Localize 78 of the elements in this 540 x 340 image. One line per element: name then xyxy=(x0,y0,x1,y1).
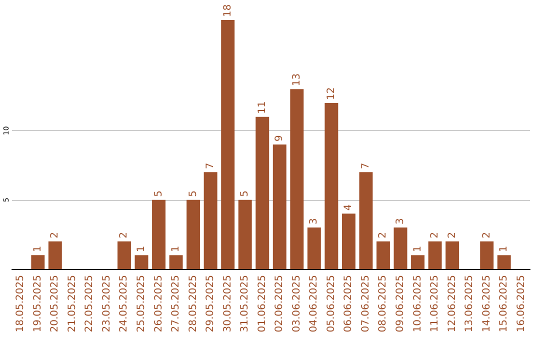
bar xyxy=(307,228,321,269)
data-label: 11 xyxy=(256,101,268,114)
data-label: 3 xyxy=(395,218,406,224)
bar xyxy=(411,255,424,269)
x-tick-label: 26.05.2025 xyxy=(153,275,164,332)
x-tick-label: 29.05.2025 xyxy=(205,275,216,332)
x-tick-label: 05.06.2025 xyxy=(326,275,337,332)
x-tick-label: 10.06.2025 xyxy=(412,275,424,332)
data-label: 2 xyxy=(446,232,458,238)
data-label: 7 xyxy=(360,162,372,170)
data-label: 1 xyxy=(412,246,424,252)
bar xyxy=(169,255,183,269)
x-tick-label: 27.05.2025 xyxy=(170,275,182,332)
bar xyxy=(342,214,356,269)
bar xyxy=(152,200,166,269)
bar xyxy=(480,241,494,269)
data-label: 18 xyxy=(222,4,234,17)
data-label: 9 xyxy=(274,135,286,142)
x-tick-label: 19.05.2025 xyxy=(32,275,44,332)
data-label: 5 xyxy=(240,190,251,197)
x-tick-label: 20.05.2025 xyxy=(50,275,61,332)
data-label: 1 xyxy=(136,246,147,252)
x-tick-label: 01.06.2025 xyxy=(256,275,268,332)
x-tick-label: 14.06.2025 xyxy=(481,275,492,332)
data-label: 5 xyxy=(153,190,164,197)
data-label: 5 xyxy=(188,190,199,197)
x-tick-label: 08.06.2025 xyxy=(378,275,389,332)
data-label: 2 xyxy=(481,232,492,238)
x-tick-label: 12.06.2025 xyxy=(446,275,458,332)
x-tick-label: 11.06.2025 xyxy=(430,275,441,332)
data-label: 1 xyxy=(498,246,510,252)
x-tick-label: 06.06.2025 xyxy=(343,275,354,332)
bar xyxy=(446,241,460,269)
x-tick-label: 02.06.2025 xyxy=(274,275,286,332)
bar xyxy=(221,20,235,269)
bar xyxy=(204,172,218,269)
data-label: 3 xyxy=(308,218,320,224)
x-tick-label: 24.05.2025 xyxy=(118,275,130,332)
x-tick-label: 04.06.2025 xyxy=(308,275,320,332)
x-tick-label: 13.06.2025 xyxy=(464,275,476,332)
data-label: 1 xyxy=(32,246,44,252)
bar xyxy=(394,228,408,269)
x-tick-label: 15.06.2025 xyxy=(498,275,510,332)
bar xyxy=(290,89,304,269)
bar xyxy=(359,172,373,269)
bar xyxy=(428,241,442,269)
data-label: 13 xyxy=(291,73,302,86)
x-tick-label: 31.05.2025 xyxy=(240,275,251,332)
x-tick-label: 28.05.2025 xyxy=(188,275,199,332)
x-tick-label: 30.05.2025 xyxy=(222,275,234,332)
bar xyxy=(238,200,252,269)
x-tick-label: 21.05.2025 xyxy=(66,275,78,332)
data-label: 4 xyxy=(343,204,354,211)
bar xyxy=(256,116,270,269)
x-tick-label: 09.06.2025 xyxy=(395,275,406,332)
x-tick-label: 16.06.2025 xyxy=(516,275,527,332)
x-tick-label: 22.05.2025 xyxy=(84,275,96,332)
data-label: 7 xyxy=(205,162,216,170)
bar xyxy=(118,241,131,269)
bar xyxy=(134,255,148,269)
bar xyxy=(497,255,511,269)
data-label: 2 xyxy=(430,232,441,238)
bar xyxy=(48,241,62,269)
bar xyxy=(324,103,338,269)
data-label: 2 xyxy=(50,232,61,238)
data-label: 2 xyxy=(118,232,130,238)
x-tick-label: 25.05.2025 xyxy=(136,275,147,332)
x-tick-label: 23.05.2025 xyxy=(101,275,112,332)
x-tick-label: 18.05.2025 xyxy=(15,275,26,332)
bar xyxy=(272,144,286,269)
bar xyxy=(186,200,200,269)
bar xyxy=(376,241,390,269)
data-label: 1 xyxy=(170,246,182,252)
bar xyxy=(31,255,45,269)
x-tick-label: 07.06.2025 xyxy=(360,275,372,332)
data-label: 12 xyxy=(326,87,337,100)
data-label: 2 xyxy=(378,232,389,238)
x-tick-label: 03.06.2025 xyxy=(291,275,302,332)
